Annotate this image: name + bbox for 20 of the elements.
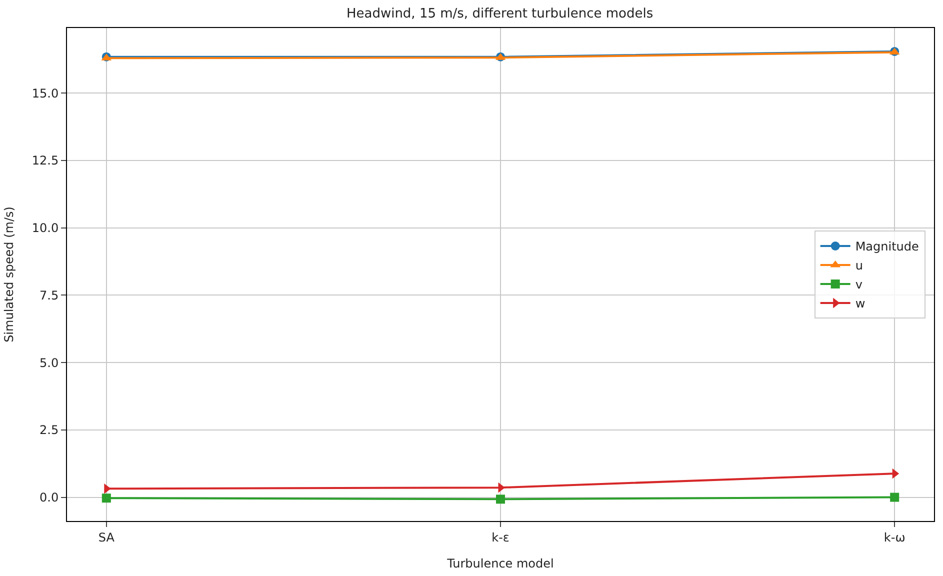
x-tick-label: k-ε: [492, 530, 510, 544]
point: [496, 494, 505, 504]
y-tick-label: 5.0: [40, 356, 59, 370]
legend-label: v: [855, 278, 862, 292]
y-tick-label: 12.5: [32, 154, 59, 168]
legend-label: Magnitude: [855, 240, 919, 254]
x-tick-label: k-ω: [884, 530, 906, 544]
y-tick-label: 0.0: [40, 490, 59, 504]
chart-title: Headwind, 15 m/s, different turbulence models: [346, 6, 654, 22]
x-axis-title: Turbulence model: [446, 556, 554, 570]
legend-label: w: [855, 296, 866, 311]
point: [890, 492, 900, 502]
y-axis-title: Simulated speed (m/s): [2, 206, 16, 342]
point: [102, 494, 111, 503]
y-tick-label: 7.5: [40, 288, 59, 302]
x-tick-label: SA: [98, 530, 116, 544]
y-tick-label: 2.5: [40, 423, 59, 438]
y-tick-label: 15.0: [32, 86, 59, 100]
legend-label: u: [855, 258, 863, 273]
y-tick-label: 10.0: [32, 221, 59, 236]
